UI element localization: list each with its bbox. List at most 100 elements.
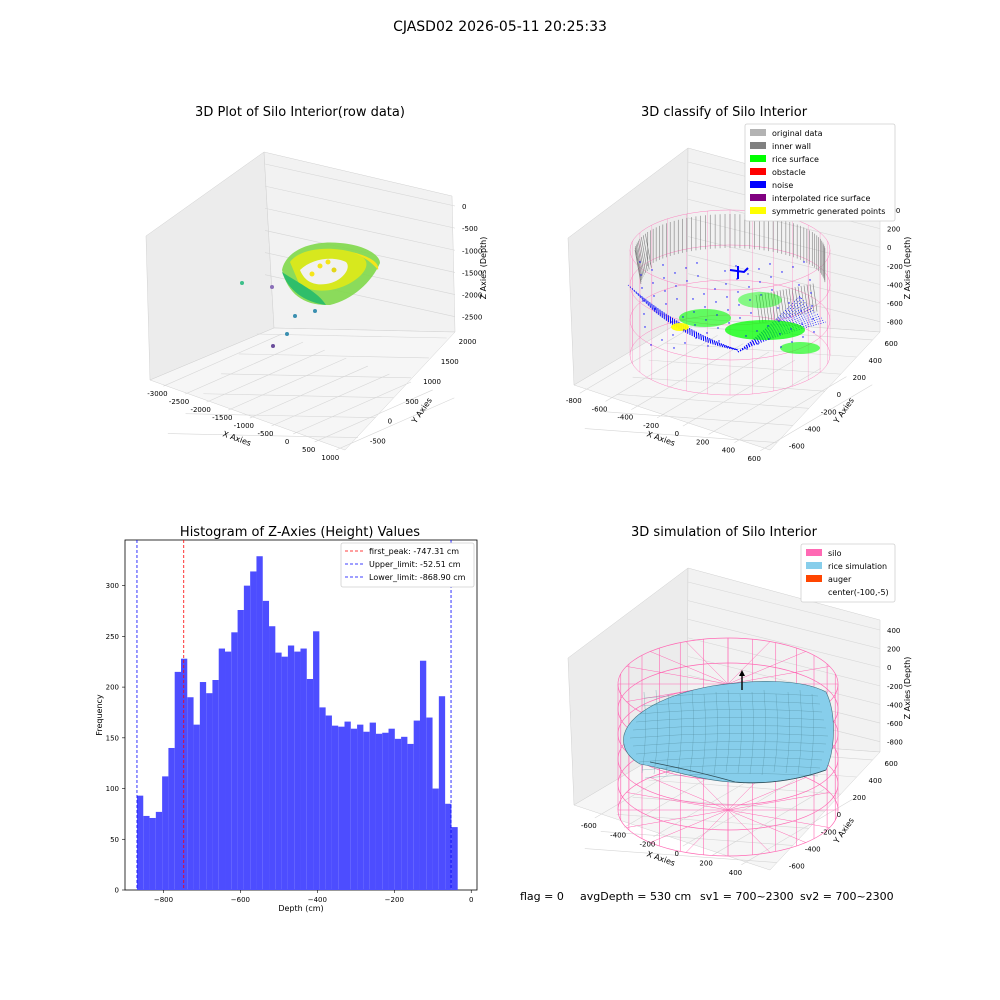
mesh-line [632,725,827,731]
noise-cluster [729,266,749,279]
histogram-bar [401,736,408,890]
noise-point [671,321,673,323]
footer-sv1: sv1 = 700~2300 [700,890,794,903]
noise-point [767,325,769,327]
histogram-bar [256,556,263,890]
y-tick-label: 400 [869,357,882,365]
histogram-bar [369,722,376,890]
y-tick-label: 0 [837,811,841,819]
panel-simulation-title: 3D simulation of Silo Interior [631,525,818,540]
noise-point [791,341,793,343]
histogram-bar [445,803,452,890]
noise-point [737,291,739,293]
silo-floor [727,792,830,811]
outlier-point [293,314,297,318]
histogram-bar [325,715,332,890]
noise-points [737,321,827,353]
legend-label: original data [772,129,823,138]
grid-line [632,376,825,392]
grid-line [631,343,744,410]
rice-surface-points [738,292,782,308]
z-tick-label: 0 [887,244,891,252]
legend-swatch [806,562,822,569]
x-axis-label: Depth (cm) [278,904,323,913]
legend-swatch [750,168,766,175]
x-tick-label: 0 [469,896,473,904]
silo-floor [727,809,771,853]
grid-line [687,637,881,687]
z-tick-label: -400 [887,701,903,709]
histogram-bars [136,556,458,890]
mesh-line [644,773,819,779]
noise-point [684,342,686,344]
noise-points [633,290,739,351]
y-tick-label: -400 [805,425,821,433]
mesh-line [701,693,706,775]
legend-swatch [750,181,766,188]
noise-point [747,273,749,275]
grid-line [687,618,881,668]
z-tick-label: -400 [887,281,903,289]
y-tick-label: 2000 [459,338,477,346]
noise-point [803,261,805,263]
histogram-bar [149,817,156,890]
silo-roof [685,641,729,685]
noise-point [726,296,728,298]
y-tick-label: -600 [789,443,805,451]
inner-wall-points [761,293,767,322]
panel-raw-3d: 3D Plot of Silo Interior(row data) -3000… [145,105,488,462]
inner-wall-points [634,249,642,285]
grid-line [206,349,325,403]
legend-box [800,543,896,603]
noise-point [746,348,748,350]
noise-point [643,313,645,315]
mesh-line [635,717,825,723]
noise-point [739,317,741,319]
legend-swatch [750,142,766,149]
grid-line [584,428,777,443]
legend-box [744,123,896,222]
outlier-point [285,332,289,336]
noise-point [685,267,687,269]
grid-line [682,359,796,427]
panel-classify-3d: 3D classify of Silo Interior -800 -600 -40… [566,105,912,463]
mesh-line [761,689,766,776]
x-tick-label: 500 [302,446,315,454]
mesh-line [725,689,730,773]
noise-point [706,332,708,334]
grid-line [632,796,825,812]
noise-point [779,333,781,335]
inner-wall-points [764,293,770,322]
histogram-bar [394,738,402,890]
z-tick-label: -2000 [462,292,482,300]
inner-wall-points [812,283,818,312]
noise-point [642,300,644,302]
noise-point [695,337,697,339]
noise-point [651,269,653,271]
rice-surface-points [679,309,731,327]
silo-roof [626,666,729,685]
x-tick-label: 0 [675,430,679,438]
legend-swatch [806,575,822,582]
grid-line [616,814,809,829]
inner-wall-points [758,294,764,323]
x-axis-label: X Axies [221,429,252,448]
silo-floor [685,809,729,853]
rice-mesh [629,689,829,779]
x-tick-label: 400 [722,447,735,455]
noise-point [693,311,695,313]
silo-roof [650,651,729,685]
noise-point [686,280,688,282]
grid-line [648,359,841,375]
panel-histogram: Histogram of Z-Axies (Height) Values −80… [95,525,478,913]
histogram-bar [451,827,458,890]
inner-wall-points [785,288,791,318]
noise-point [707,345,709,347]
z-axis-label: Z Axies (Depth) [903,237,912,300]
legend-label: rice simulation [828,562,887,571]
noise-point [810,292,812,294]
x-tick-label: -800 [566,397,582,405]
noise-point [760,294,762,296]
mesh-line [635,749,825,755]
noise-point [652,282,654,284]
